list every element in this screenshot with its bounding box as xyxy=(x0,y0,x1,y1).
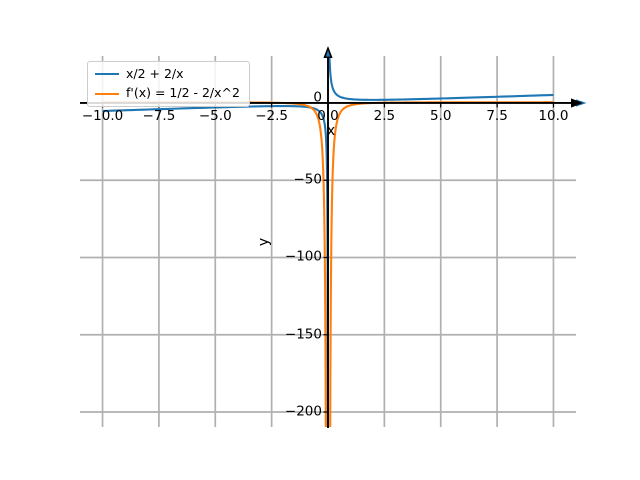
legend-label-series-0: x/2 + 2/x xyxy=(126,66,184,81)
x-tick-label: 0.0 xyxy=(317,107,339,124)
x-tick-label: 7.5 xyxy=(486,107,508,124)
legend: x/2 + 2/x f'(x) = 1/2 - 2/x^2 xyxy=(87,61,250,107)
x-tick-label: −10.0 xyxy=(81,107,124,124)
y-axis-label: y xyxy=(256,237,272,246)
curve-f xyxy=(328,56,554,101)
legend-line-sample-series-0 xyxy=(95,73,119,76)
legend-item: x/2 + 2/x xyxy=(95,66,240,81)
x-tick-label: −5.0 xyxy=(198,107,232,124)
legend-item: f'(x) = 1/2 - 2/x^2 xyxy=(95,85,240,101)
y-axis-arrow-accent-icon xyxy=(325,50,331,57)
x-tick-label: 10.0 xyxy=(538,107,569,124)
x-tick-label: 5.0 xyxy=(429,107,452,124)
x-tick-label: 2.5 xyxy=(373,107,396,124)
y-tick-label: −200 xyxy=(284,403,322,420)
legend-line-sample-series-1 xyxy=(95,92,119,95)
x-axis-arrow-icon xyxy=(571,98,583,108)
y-tick-label: −100 xyxy=(284,248,322,265)
y-tick-label: −50 xyxy=(293,171,323,188)
x-axis-label: x xyxy=(326,122,336,139)
x-tick-label: −2.5 xyxy=(255,107,289,124)
x-tick-label: −7.5 xyxy=(142,107,176,124)
legend-label-series-1: f'(x) = 1/2 - 2/x^2 xyxy=(126,85,240,101)
y-tick-label: −150 xyxy=(284,326,322,342)
y-tick-label: 0 xyxy=(313,89,322,106)
